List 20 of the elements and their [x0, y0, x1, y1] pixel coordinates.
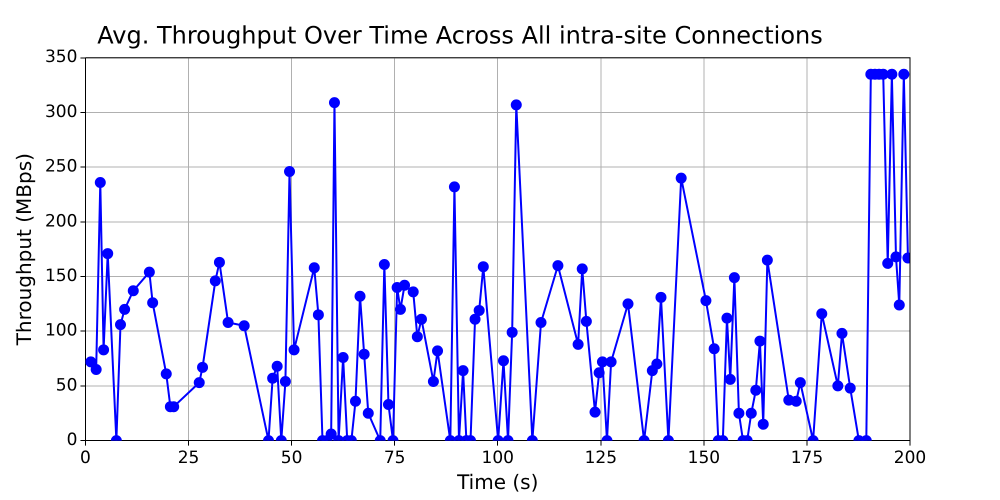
- y-tick-label: 100: [44, 320, 78, 341]
- x-tick-label: 200: [894, 448, 926, 468]
- y-axis-title: Throughput (MBps): [12, 153, 36, 346]
- y-tick-label: 350: [44, 47, 78, 68]
- y-tick-label: 50: [56, 375, 78, 396]
- y-tick-label: 300: [44, 102, 78, 122]
- x-tick-label: 25: [178, 448, 200, 468]
- x-tick-label: 175: [790, 448, 824, 468]
- y-tick-label: 150: [44, 266, 78, 286]
- x-tick-label: 0: [80, 448, 91, 468]
- y-tick-label: 250: [44, 156, 78, 177]
- chart-title: Avg. Throughput Over Time Across All intra-site Connections: [97, 22, 823, 50]
- x-tick-label: 150: [688, 448, 720, 468]
- x-tick-label: 100: [481, 448, 514, 468]
- x-axis-title: Time (s): [456, 470, 538, 494]
- y-tick-label: 0: [66, 430, 78, 450]
- x-tick-label: 50: [280, 448, 302, 468]
- x-tick-label: 75: [384, 448, 406, 468]
- x-tick-label: 125: [584, 448, 618, 468]
- y-tick-label: 200: [44, 211, 78, 232]
